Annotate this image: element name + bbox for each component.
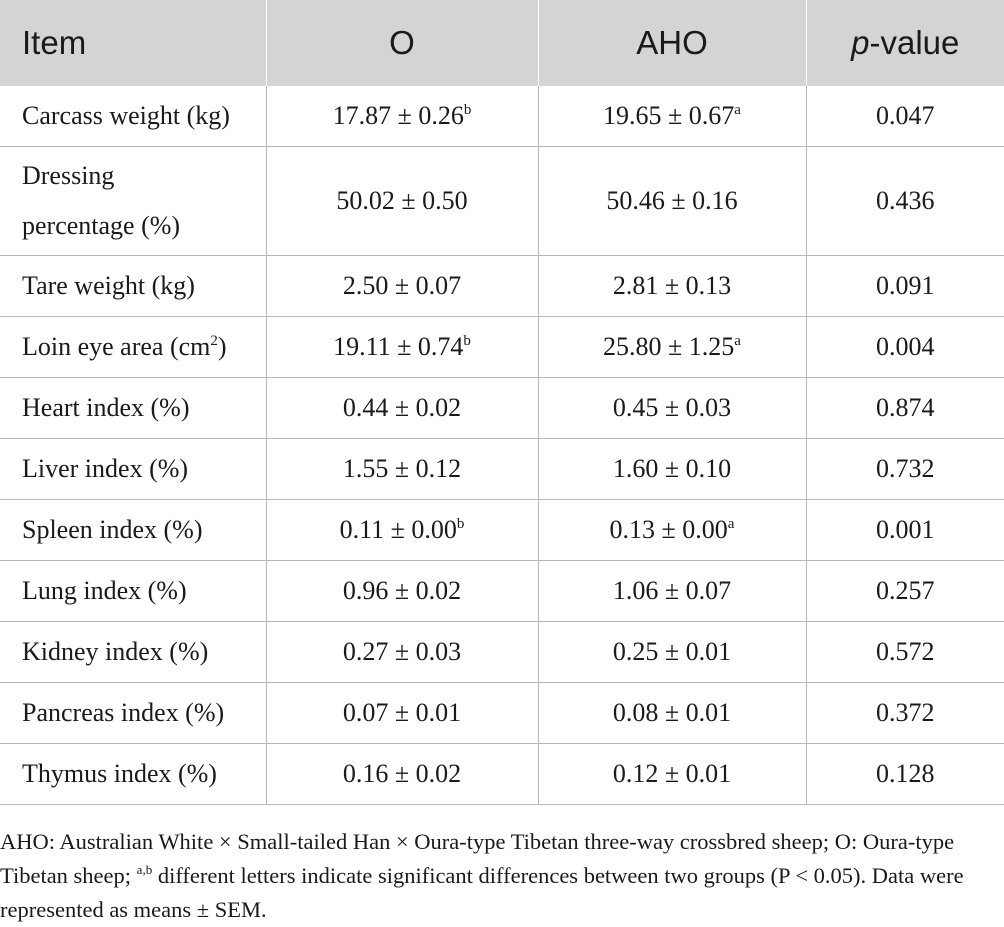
footnote-text-1: AHO: Australian White × Small-tailed Han… [0, 829, 955, 888]
row-item: Dressing percentage (%) [0, 146, 266, 256]
o-sig-letter: b [463, 333, 471, 349]
row-aho-value: 0.08 ± 0.01 [537, 682, 806, 744]
table-row: Carcass weight (kg) 17.87 ± 0.26b 19.65 … [0, 86, 1004, 147]
row-aho-value: 50.46 ± 0.16 [537, 146, 806, 256]
o-sig-letter: b [463, 102, 472, 118]
row-p-value: 0.004 [805, 316, 1004, 378]
header-p-italic: p [851, 24, 870, 61]
table-row: Kidney index (%) 0.27 ± 0.03 0.25 ± 0.01… [0, 621, 1004, 683]
header-row: Item O AHO p-value [0, 0, 1004, 86]
table-row: Lung index (%) 0.96 ± 0.02 1.06 ± 0.07 0… [0, 560, 1004, 622]
table-row: Tare weight (kg) 2.50 ± 0.07 2.81 ± 0.13… [0, 255, 1004, 317]
row-o-value: 17.87 ± 0.26b [265, 86, 538, 147]
row-o-value: 0.44 ± 0.02 [265, 377, 538, 439]
row-p-value: 0.874 [805, 377, 1004, 439]
row-o-value: 2.50 ± 0.07 [265, 255, 538, 317]
table-row: Spleen index (%) 0.11 ± 0.00b 0.13 ± 0.0… [0, 499, 1004, 561]
row-item: Lung index (%) [0, 560, 266, 622]
row-p-value: 0.732 [805, 438, 1004, 500]
o-value-text: 17.87 ± 0.26 [332, 101, 464, 130]
row-item: Loin eye area (cm2) [0, 316, 266, 378]
header-p-value: p-value [805, 0, 1004, 86]
row-aho-value: 1.06 ± 0.07 [537, 560, 806, 622]
aho-sig-letter: a [734, 102, 741, 118]
aho-value-text: 25.80 ± 1.25 [603, 332, 735, 361]
row-o-value: 50.02 ± 0.50 [265, 146, 538, 256]
row-p-value: 0.572 [805, 621, 1004, 683]
row-p-value: 0.001 [805, 499, 1004, 561]
o-value-text: 19.11 ± 0.74 [333, 332, 464, 361]
footnote-text-2: different letters indicate significant d… [0, 863, 964, 922]
header-aho: AHO [537, 0, 806, 86]
aho-value-text: 0.13 ± 0.00 [609, 515, 728, 544]
aho-sig-letter: a [727, 516, 735, 532]
header-p-rest: -value [869, 24, 960, 61]
footnote-superscript: a,b [136, 862, 153, 877]
header-item: Item [0, 0, 266, 86]
table-body: Carcass weight (kg) 17.87 ± 0.26b 19.65 … [0, 86, 1004, 805]
row-aho-value: 0.45 ± 0.03 [537, 377, 806, 439]
table-footnote: AHO: Australian White × Small-tailed Han… [0, 805, 1004, 927]
table-row: Heart index (%) 0.44 ± 0.02 0.45 ± 0.03 … [0, 377, 1004, 439]
row-item: Carcass weight (kg) [0, 86, 266, 147]
row-aho-value: 0.12 ± 0.01 [537, 743, 806, 805]
o-value-text: 0.11 ± 0.00 [339, 515, 457, 544]
row-o-value: 1.55 ± 0.12 [265, 438, 538, 500]
row-p-value: 0.047 [805, 86, 1004, 147]
row-item: Tare weight (kg) [0, 255, 266, 317]
row-p-value: 0.372 [805, 682, 1004, 744]
row-p-value: 0.128 [805, 743, 1004, 805]
row-p-value: 0.436 [805, 146, 1004, 256]
row-o-value: 0.11 ± 0.00b [265, 499, 538, 561]
table-row: Liver index (%) 1.55 ± 0.12 1.60 ± 0.10 … [0, 438, 1004, 500]
row-aho-value: 19.65 ± 0.67a [537, 86, 806, 147]
header-o: O [265, 0, 538, 86]
row-item: Kidney index (%) [0, 621, 266, 683]
item-text: Loin eye area (cm [22, 332, 211, 361]
row-aho-value: 1.60 ± 0.10 [537, 438, 806, 500]
item-superscript: 2 [210, 333, 218, 349]
row-o-value: 0.07 ± 0.01 [265, 682, 538, 744]
row-o-value: 0.96 ± 0.02 [265, 560, 538, 622]
aho-value-text: 19.65 ± 0.67 [603, 101, 735, 130]
row-p-value: 0.091 [805, 255, 1004, 317]
row-o-value: 0.27 ± 0.03 [265, 621, 538, 683]
row-item: Liver index (%) [0, 438, 266, 500]
table-row: Loin eye area (cm2) 19.11 ± 0.74b 25.80 … [0, 316, 1004, 378]
row-aho-value: 0.25 ± 0.01 [537, 621, 806, 683]
row-o-value: 0.16 ± 0.02 [265, 743, 538, 805]
row-aho-value: 0.13 ± 0.00a [537, 499, 806, 561]
row-o-value: 19.11 ± 0.74b [265, 316, 538, 378]
table-row: Dressing percentage (%) 50.02 ± 0.50 50.4… [0, 146, 1004, 256]
row-aho-value: 2.81 ± 0.13 [537, 255, 806, 317]
item-line1: Dressing [22, 161, 115, 190]
row-p-value: 0.257 [805, 560, 1004, 622]
item-line2: percentage (%) [22, 211, 181, 240]
row-item: Spleen index (%) [0, 499, 266, 561]
item-text-after: ) [217, 332, 227, 361]
table-header: Item O AHO p-value [0, 0, 1004, 86]
row-item: Thymus index (%) [0, 743, 266, 805]
row-aho-value: 25.80 ± 1.25a [537, 316, 806, 378]
data-table: Item O AHO p-value Carcass weight (kg) 1… [0, 0, 1004, 805]
row-item: Pancreas index (%) [0, 682, 266, 744]
table-row: Pancreas index (%) 0.07 ± 0.01 0.08 ± 0.… [0, 682, 1004, 744]
aho-sig-letter: a [734, 333, 741, 349]
table-row: Thymus index (%) 0.16 ± 0.02 0.12 ± 0.01… [0, 743, 1004, 805]
row-item: Heart index (%) [0, 377, 266, 439]
o-sig-letter: b [456, 516, 465, 532]
